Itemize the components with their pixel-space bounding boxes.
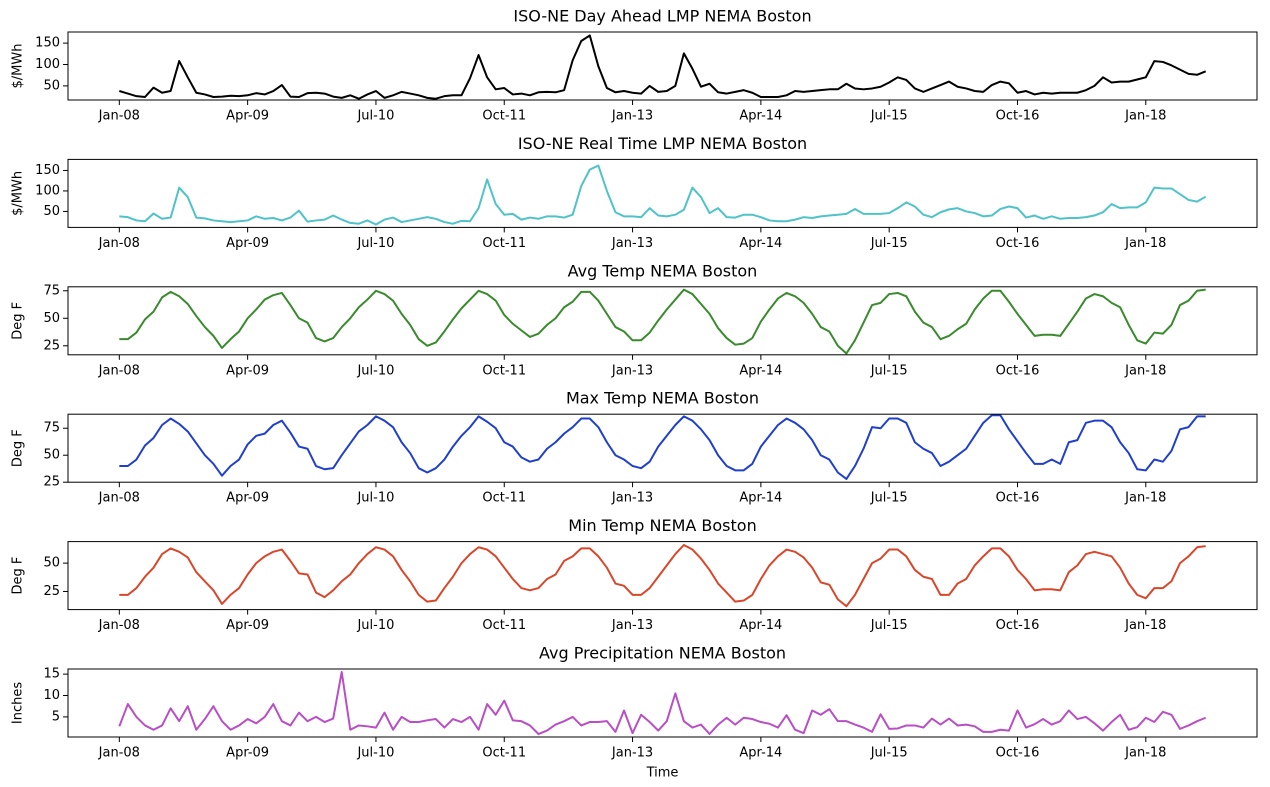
x-tick-label: Apr-09: [226, 236, 269, 251]
y-tick-label: 5: [52, 709, 60, 724]
data-line: [119, 544, 1206, 608]
x-tick-label: Jul-10: [356, 236, 394, 251]
x-tick-label: Jul-15: [870, 618, 908, 633]
x-tick-label: Jan-13: [611, 618, 653, 633]
axes-frame: [67, 668, 1258, 738]
y-tick-label: 75: [43, 283, 60, 298]
x-tick-label: Apr-14: [739, 109, 782, 124]
x-tick-label: Oct-11: [482, 618, 526, 633]
y-tick-label: 25: [43, 475, 60, 490]
x-tick-label: Oct-16: [996, 363, 1040, 378]
x-tick-label: Oct-16: [996, 746, 1040, 761]
data-line: [119, 34, 1207, 100]
x-tick-label: Oct-11: [482, 363, 526, 378]
chart-title: Avg Precipitation NEMA Boston: [539, 644, 786, 663]
x-tick-label: Apr-14: [739, 236, 782, 251]
y-axis-label: Deg F: [11, 302, 26, 340]
y-tick-label: 25: [43, 338, 60, 353]
y-axis-label: Deg F: [11, 557, 26, 595]
x-tick-label: Jul-15: [870, 491, 908, 506]
y-tick-label: 50: [43, 448, 60, 463]
y-axis-label: Deg F: [11, 429, 26, 467]
x-tick-label: Jan-18: [1124, 236, 1166, 251]
chart-title: ISO-NE Real Time LMP NEMA Boston: [518, 134, 807, 153]
x-tick-label: Apr-14: [739, 491, 782, 506]
x-tick-label: Jan-13: [611, 236, 653, 251]
x-tick-label: Jan-18: [1124, 491, 1166, 506]
x-tick-label: Oct-11: [482, 491, 526, 506]
x-tick-label: Apr-09: [226, 109, 269, 124]
x-tick-label: Jul-15: [870, 236, 908, 251]
x-tick-label: Jan-18: [1124, 618, 1166, 633]
x-tick-label: Apr-09: [226, 363, 269, 378]
y-axis-label: $/MWh: [11, 44, 26, 89]
x-tick-label: Apr-09: [226, 491, 269, 506]
axes-frame: [67, 413, 1258, 483]
x-tick-label: Oct-16: [996, 491, 1040, 506]
y-tick-label: 15: [43, 667, 60, 682]
x-tick-label: Jan-18: [1124, 363, 1166, 378]
x-tick-label: Jan-08: [98, 746, 140, 761]
y-tick-label: 50: [43, 78, 60, 93]
x-tick-label: Jan-13: [611, 746, 653, 761]
x-tick-label: Oct-16: [996, 236, 1040, 251]
chart-title: Min Temp NEMA Boston: [568, 516, 756, 535]
y-tick-label: 75: [43, 421, 60, 436]
x-tick-label: Jul-15: [870, 363, 908, 378]
x-tick-label: Jul-10: [356, 746, 394, 761]
y-tick-label: 150: [35, 36, 60, 51]
y-axis-label: $/MWh: [11, 171, 26, 216]
x-tick-label: Oct-16: [996, 109, 1040, 124]
x-tick-label: Oct-16: [996, 618, 1040, 633]
x-tick-label: Jan-18: [1124, 109, 1166, 124]
y-tick-label: 50: [43, 556, 60, 571]
x-tick-label: Jul-15: [870, 109, 908, 124]
x-tick-label: Apr-14: [739, 746, 782, 761]
x-tick-label: Oct-11: [482, 109, 526, 124]
data-line: [119, 288, 1206, 355]
axes-frame: [67, 158, 1258, 228]
axes-frame: [67, 541, 1258, 611]
chart-title: Avg Temp NEMA Boston: [568, 261, 758, 280]
x-tick-label: Jan-08: [98, 618, 140, 633]
x-axis-label: Time: [646, 766, 679, 781]
axes-frame: [67, 286, 1258, 356]
data-line: [118, 670, 1207, 736]
y-tick-label: 50: [43, 204, 60, 219]
x-tick-label: Apr-09: [226, 746, 269, 761]
axes-frame: [67, 31, 1258, 101]
x-tick-label: Jul-10: [356, 491, 394, 506]
x-tick-label: Jul-10: [356, 363, 394, 378]
data-line: [119, 414, 1206, 480]
x-tick-label: Oct-11: [482, 236, 526, 251]
x-tick-label: Jul-15: [870, 746, 908, 761]
x-tick-label: Jan-08: [98, 109, 140, 124]
y-tick-label: 150: [35, 163, 60, 178]
x-tick-label: Apr-14: [739, 618, 782, 633]
y-axis-label: Inches: [11, 682, 26, 724]
y-tick-label: 50: [43, 311, 60, 326]
data-line: [119, 164, 1207, 226]
x-tick-label: Jan-13: [611, 491, 653, 506]
x-tick-label: Oct-11: [482, 746, 526, 761]
chart-title: ISO-NE Day Ahead LMP NEMA Boston: [513, 7, 811, 26]
x-tick-label: Jul-10: [356, 109, 394, 124]
y-tick-label: 100: [35, 183, 60, 198]
x-tick-label: Jan-08: [98, 363, 140, 378]
y-tick-label: 25: [43, 584, 60, 599]
x-tick-label: Jan-13: [611, 109, 653, 124]
x-tick-label: Jul-10: [356, 618, 394, 633]
y-tick-label: 100: [35, 57, 60, 72]
x-tick-label: Jan-08: [98, 236, 140, 251]
y-tick-label: 10: [43, 688, 60, 703]
x-tick-label: Jan-13: [611, 363, 653, 378]
x-tick-label: Apr-14: [739, 363, 782, 378]
x-tick-label: Jan-18: [1124, 746, 1166, 761]
x-tick-label: Apr-09: [226, 618, 269, 633]
x-tick-label: Jan-08: [98, 491, 140, 506]
chart-title: Max Temp NEMA Boston: [566, 389, 759, 408]
